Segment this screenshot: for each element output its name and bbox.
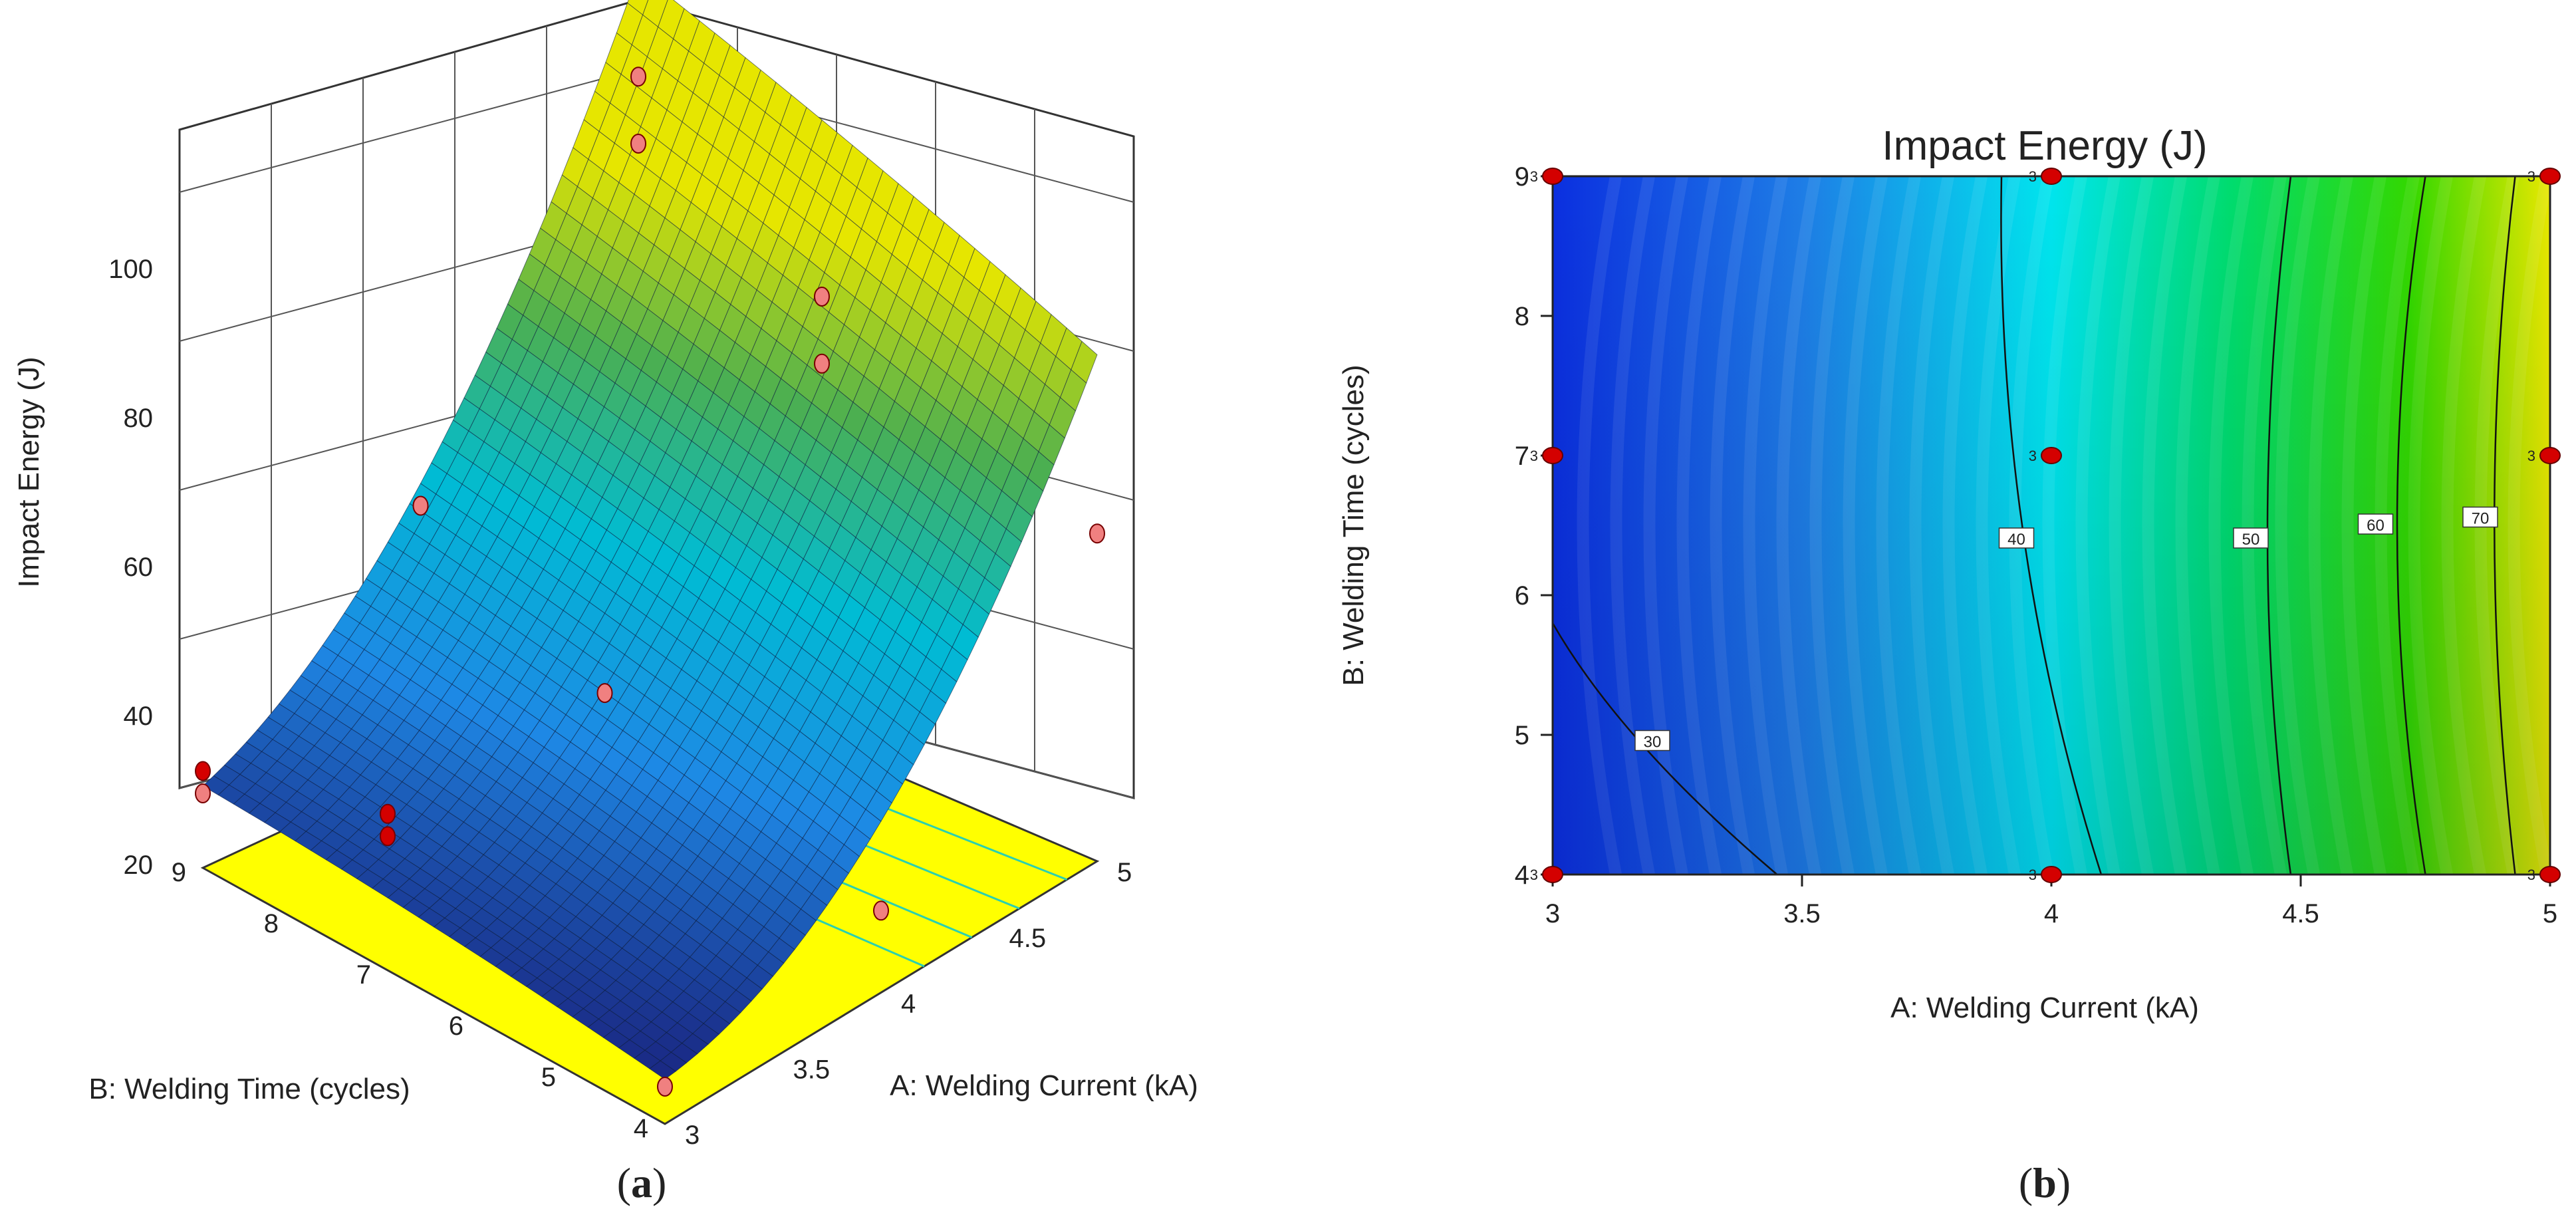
contour-label-box [1634,730,1670,751]
x-tick-label: 4.5 [1009,924,1047,953]
x-axis-ticks: 3 3.5 4 4.5 5 [685,858,1132,1150]
replicate-count-label: 3 [1530,168,1538,185]
contour-x-tick-label: 4 [2044,899,2059,928]
design-point [1089,523,1105,544]
y-tick-label: 8 [264,909,279,938]
y-tick-label: 4 [634,1114,648,1143]
replicate-count-label: 3 [2527,867,2535,883]
design-point [630,67,646,87]
contour-design-point [2041,866,2062,883]
contour-y-ticks: 4 5 6 7 8 9 [1515,162,1553,890]
contour-line [2396,176,2426,875]
design-point [657,1077,673,1097]
contour-y-tick-label: 4 [1515,861,1529,890]
z-axis-label: Impact Energy (J) [13,356,45,587]
x-tick-label: 5 [1117,858,1132,887]
contour-label-box [2233,527,2269,549]
design-point [380,826,396,847]
design-point [596,683,613,704]
contour-level-label: 30 [1644,734,1662,751]
design-point [195,783,211,803]
contour-title: Impact Energy (J) [1882,123,2207,169]
contour-level-label: 70 [2472,510,2490,528]
design-point [873,900,889,921]
contour-design-point [2539,447,2561,464]
response-surface [202,0,1098,1080]
contour-label-box [2462,506,2498,528]
y-tick-label: 5 [541,1063,556,1092]
design-point [195,761,211,781]
replicate-count-label: 3 [2527,168,2535,185]
z-tick-label: 60 [124,553,154,582]
contour-x-axis-label: A: Welding Current (kA) [1890,992,2199,1024]
y-tick-label: 6 [449,1012,463,1041]
contour-level-label: 40 [2007,531,2025,549]
x-tick-label: 4 [901,990,916,1019]
design-point [814,353,830,374]
design-point [380,803,396,824]
contour-design-point [1542,168,1563,185]
contour-design-point [2041,447,2062,464]
contour-lines: 30 40 50 60 70 [1551,176,2516,875]
contour-design-point [2041,168,2062,185]
contour-x-ticks: 3 3.5 4 4.5 5 [1545,875,2557,928]
contour-plot-panel: Impact Energy (J) 30 40 50 60 70 3 3.5 4 4.5 5 4… [1337,123,2561,1206]
z-axis-ticks: 20 40 60 80 100 [108,255,153,880]
contour-design-points: 3 3 3 3 3 3 3 3 3 [1530,168,2561,883]
contour-x-tick-label: 3.5 [1783,899,1821,928]
contour-label-box [1998,527,2035,549]
contour-y-tick-label: 7 [1515,442,1529,471]
y-axis-label: B: Welding Time (cycles) [88,1073,410,1105]
design-points-3d [195,67,1105,1097]
contour-level-label: 50 [2242,531,2260,549]
surface-plot-panel: 20 40 60 80 100 4 5 6 7 8 9 3 3.5 4 4.5 5 Impact Ener… [13,0,1198,1206]
contour-design-point [1542,447,1563,464]
replicate-count-label: 3 [2029,448,2037,464]
x-tick-label: 3 [685,1121,700,1150]
contour-y-tick-label: 5 [1515,721,1529,750]
panel-b-caption: (b) [2019,1159,2071,1206]
contour-shade [1553,176,2550,875]
z-tick-label: 40 [124,702,154,731]
contour-x-tick-label: 4.5 [2282,899,2319,928]
y-axis-ticks: 4 5 6 7 8 9 [172,858,648,1143]
contour-x-tick-label: 5 [2543,899,2557,928]
z-tick-label: 20 [124,851,154,880]
x-tick-label: 3.5 [793,1055,831,1084]
surface-facet [627,0,649,15]
contour-label-box [2357,513,2394,535]
design-point [630,134,646,154]
z-tick-label: 80 [124,404,154,433]
replicate-count-label: 3 [1530,448,1538,464]
contour-y-tick-label: 6 [1515,581,1529,610]
z-tick-label: 100 [108,255,153,284]
y-tick-label: 7 [356,960,371,990]
wall-grid-line [179,68,639,193]
contour-design-point [1542,866,1563,883]
design-point [412,495,429,516]
replicate-count-label: 3 [1530,867,1538,883]
panel-a-caption: (a) [617,1159,667,1206]
surface-facet [642,0,668,28]
x-axis-label: A: Welding Current (kA) [890,1069,1198,1102]
replicate-count-label: 3 [2527,448,2535,464]
contour-y-axis-label: B: Welding Time (cycles) [1337,364,1370,686]
contour-x-tick-label: 3 [1545,899,1560,928]
y-tick-label: 9 [172,858,186,887]
replicate-count-label: 3 [2029,168,2037,185]
contour-y-tick-label: 8 [1515,302,1529,331]
contour-design-point [2539,866,2561,883]
contour-design-point [2539,168,2561,185]
design-point [814,287,830,307]
contour-y-tick-label: 9 [1515,162,1529,192]
contour-level-label: 60 [2367,517,2384,535]
replicate-count-label: 3 [2029,867,2037,883]
